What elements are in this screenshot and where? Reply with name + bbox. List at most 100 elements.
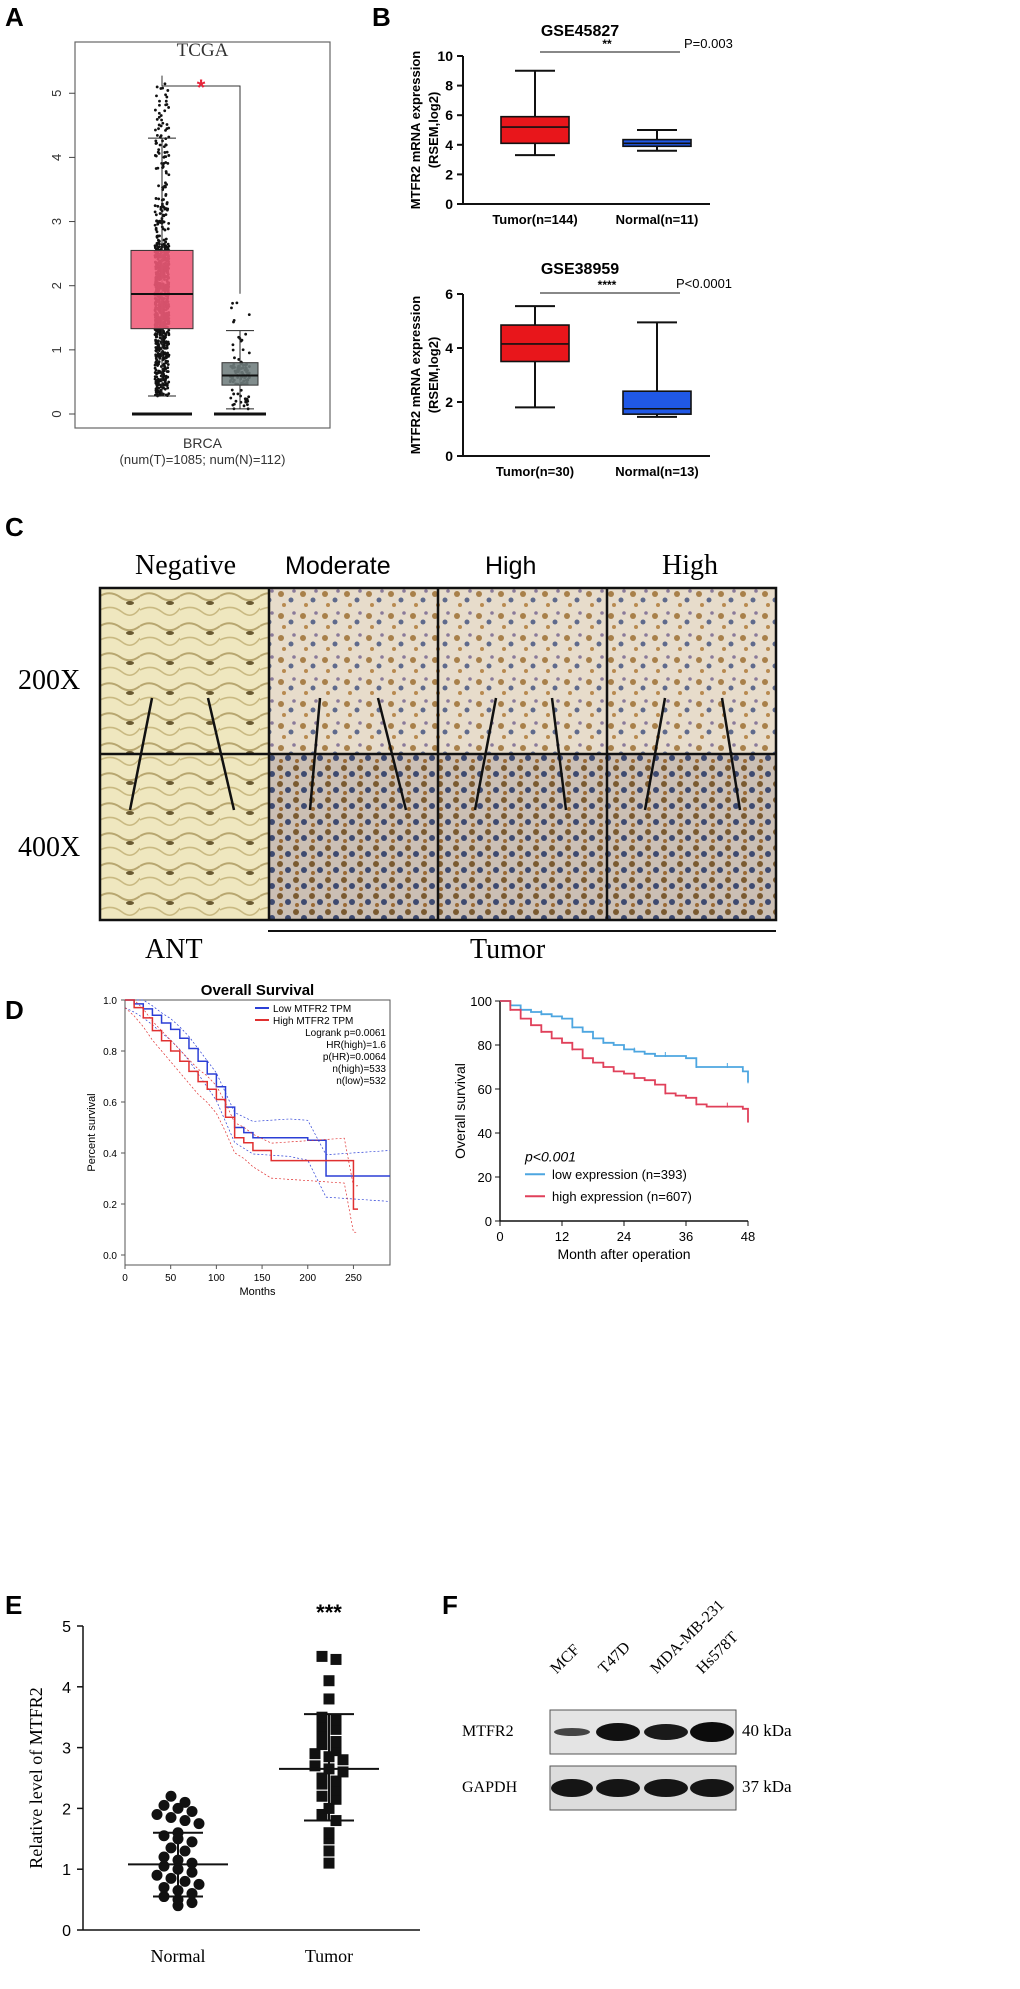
point-tumor	[323, 1827, 335, 1839]
data-point	[158, 379, 161, 382]
y-label-unit: (RSEM,log2)	[426, 92, 441, 169]
data-point	[233, 356, 236, 360]
data-point	[166, 351, 169, 355]
chart-title: GSE45827	[541, 23, 619, 40]
data-point	[154, 139, 158, 143]
km-curve-low	[500, 1000, 749, 1083]
legend-high: High MTFR2 TPM	[273, 1016, 353, 1027]
band-mtfr2-hs578t	[690, 1722, 734, 1742]
data-point	[164, 155, 168, 159]
y-tick-label: 0	[445, 448, 453, 464]
point-normal	[193, 1878, 205, 1890]
data-point	[154, 335, 158, 339]
data-point	[157, 184, 160, 188]
data-point	[154, 197, 158, 200]
legend-stat: HR(high)=1.6	[326, 1040, 386, 1051]
x-tick-label: Tumor(n=30)	[496, 464, 574, 479]
significance-star: *	[197, 75, 206, 100]
data-point	[163, 109, 167, 113]
data-point	[153, 210, 157, 214]
data-point	[158, 99, 161, 103]
data-point	[167, 106, 171, 109]
data-point	[247, 351, 251, 355]
ihc-tile-high2-200x	[607, 588, 776, 754]
data-point	[154, 108, 157, 112]
point-tumor	[316, 1739, 328, 1751]
data-point	[166, 89, 170, 92]
ci-lower	[124, 1007, 359, 1233]
km-curve-high	[125, 999, 359, 1210]
western-blot-panel: MCF T47D MDA-MB-231 Hs578T MTFR2 GAPDH 4…	[462, 1597, 810, 1820]
data-point	[154, 213, 158, 217]
point-normal	[186, 1836, 198, 1848]
x-tick-label: Normal	[151, 1946, 206, 1966]
x-tick-label: 250	[345, 1273, 362, 1284]
y-tick-label: 80	[478, 1038, 492, 1053]
data-point	[153, 246, 157, 250]
panel-label-d: D	[5, 995, 24, 1025]
data-point	[156, 204, 160, 208]
band-mtfr2-t47d	[596, 1723, 640, 1741]
legend-low: low expression (n=393)	[552, 1167, 687, 1182]
ihc-col-label-high-1: High	[485, 552, 537, 580]
data-point	[232, 318, 236, 322]
data-point	[156, 222, 160, 226]
point-tumor	[337, 1766, 349, 1778]
y-tick-label: 0.0	[103, 1251, 117, 1262]
blot-membrane	[549, 1709, 737, 1811]
point-normal	[158, 1851, 170, 1863]
ihc-tile-high1-200x	[438, 588, 607, 754]
data-point	[162, 145, 166, 149]
legend-high: high expression (n=607)	[552, 1189, 692, 1204]
plot-frame	[74, 41, 331, 429]
data-point	[154, 387, 158, 391]
data-point	[157, 115, 161, 119]
data-point	[165, 375, 169, 379]
point-tumor	[316, 1778, 328, 1790]
data-point	[164, 170, 168, 173]
significance-stars: ***	[316, 1600, 342, 1625]
data-point	[244, 399, 248, 402]
ihc-col-label-high-2: High	[662, 550, 718, 581]
data-point	[158, 392, 162, 396]
data-point	[162, 345, 166, 349]
ihc-tile-negative-200x	[100, 588, 269, 754]
y-tick-label: 1	[49, 346, 64, 353]
data-point	[153, 377, 157, 381]
data-point	[154, 128, 157, 132]
data-point	[157, 123, 161, 127]
data-point	[229, 396, 233, 400]
data-point	[153, 223, 157, 227]
data-point	[232, 392, 236, 396]
legend-stat: n(low)=532	[336, 1076, 386, 1087]
x-label: Months	[239, 1286, 276, 1298]
data-point	[157, 197, 161, 201]
data-point	[247, 395, 251, 399]
y-tick-label: 2	[445, 394, 453, 410]
x-tick-label: Tumor(n=144)	[492, 212, 577, 227]
y-label: MTFR2 mRNA expression	[408, 296, 423, 454]
data-point	[155, 133, 159, 137]
point-normal	[165, 1790, 177, 1802]
y-tick-label: 0	[445, 196, 453, 212]
y-tick-label: 0.8	[103, 1047, 117, 1058]
data-point	[163, 364, 166, 368]
point-tumor	[316, 1772, 328, 1784]
ihc-tile-high1-400x	[438, 754, 607, 920]
data-point	[162, 213, 165, 217]
data-point	[164, 335, 167, 339]
point-normal	[151, 1808, 163, 1820]
data-point	[231, 301, 234, 305]
data-point	[167, 353, 171, 357]
data-point	[247, 313, 251, 317]
y-tick-label: 0.2	[103, 1200, 117, 1211]
box	[622, 390, 692, 415]
y-tick-label: 5	[62, 1619, 71, 1636]
data-point	[163, 151, 167, 154]
ci-upper	[125, 999, 391, 1156]
y-tick-label: 1.0	[103, 996, 117, 1007]
data-point	[154, 391, 158, 394]
data-point	[155, 117, 159, 121]
relative-level-scatter: 0 1 2 3 4 5 Relative level of MTFR2 Normal Tumor…	[26, 1600, 420, 1966]
data-point	[165, 341, 169, 345]
